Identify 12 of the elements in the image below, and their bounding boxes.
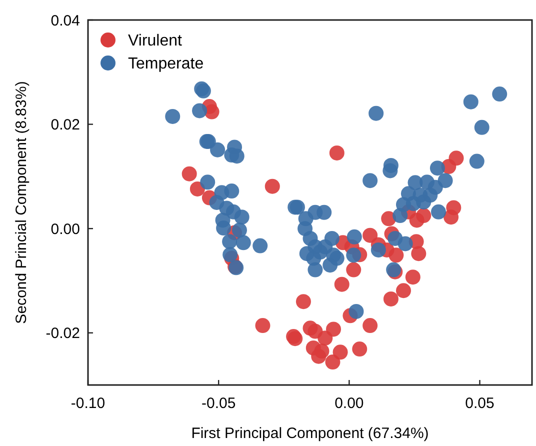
x-axis-title: First Principal Component (67.34%) [191,425,429,442]
x-tick-label: 0.05 [465,395,494,412]
y-tick-label: 0.04 [50,12,80,30]
legend-label: Temperate [128,56,204,73]
x-tick-label: -0.10 [70,395,106,412]
y-tick-label: -0.02 [46,325,80,342]
x-tick-label: 0.00 [334,395,364,412]
legend-label: Virulent [128,32,183,50]
x-tick-label: -0.05 [201,395,236,412]
y-tick-label: 0.02 [50,116,80,134]
y-tick-label: 0.00 [50,220,80,238]
y-axis-title: Second Princial Component (8.83%) [13,81,30,324]
